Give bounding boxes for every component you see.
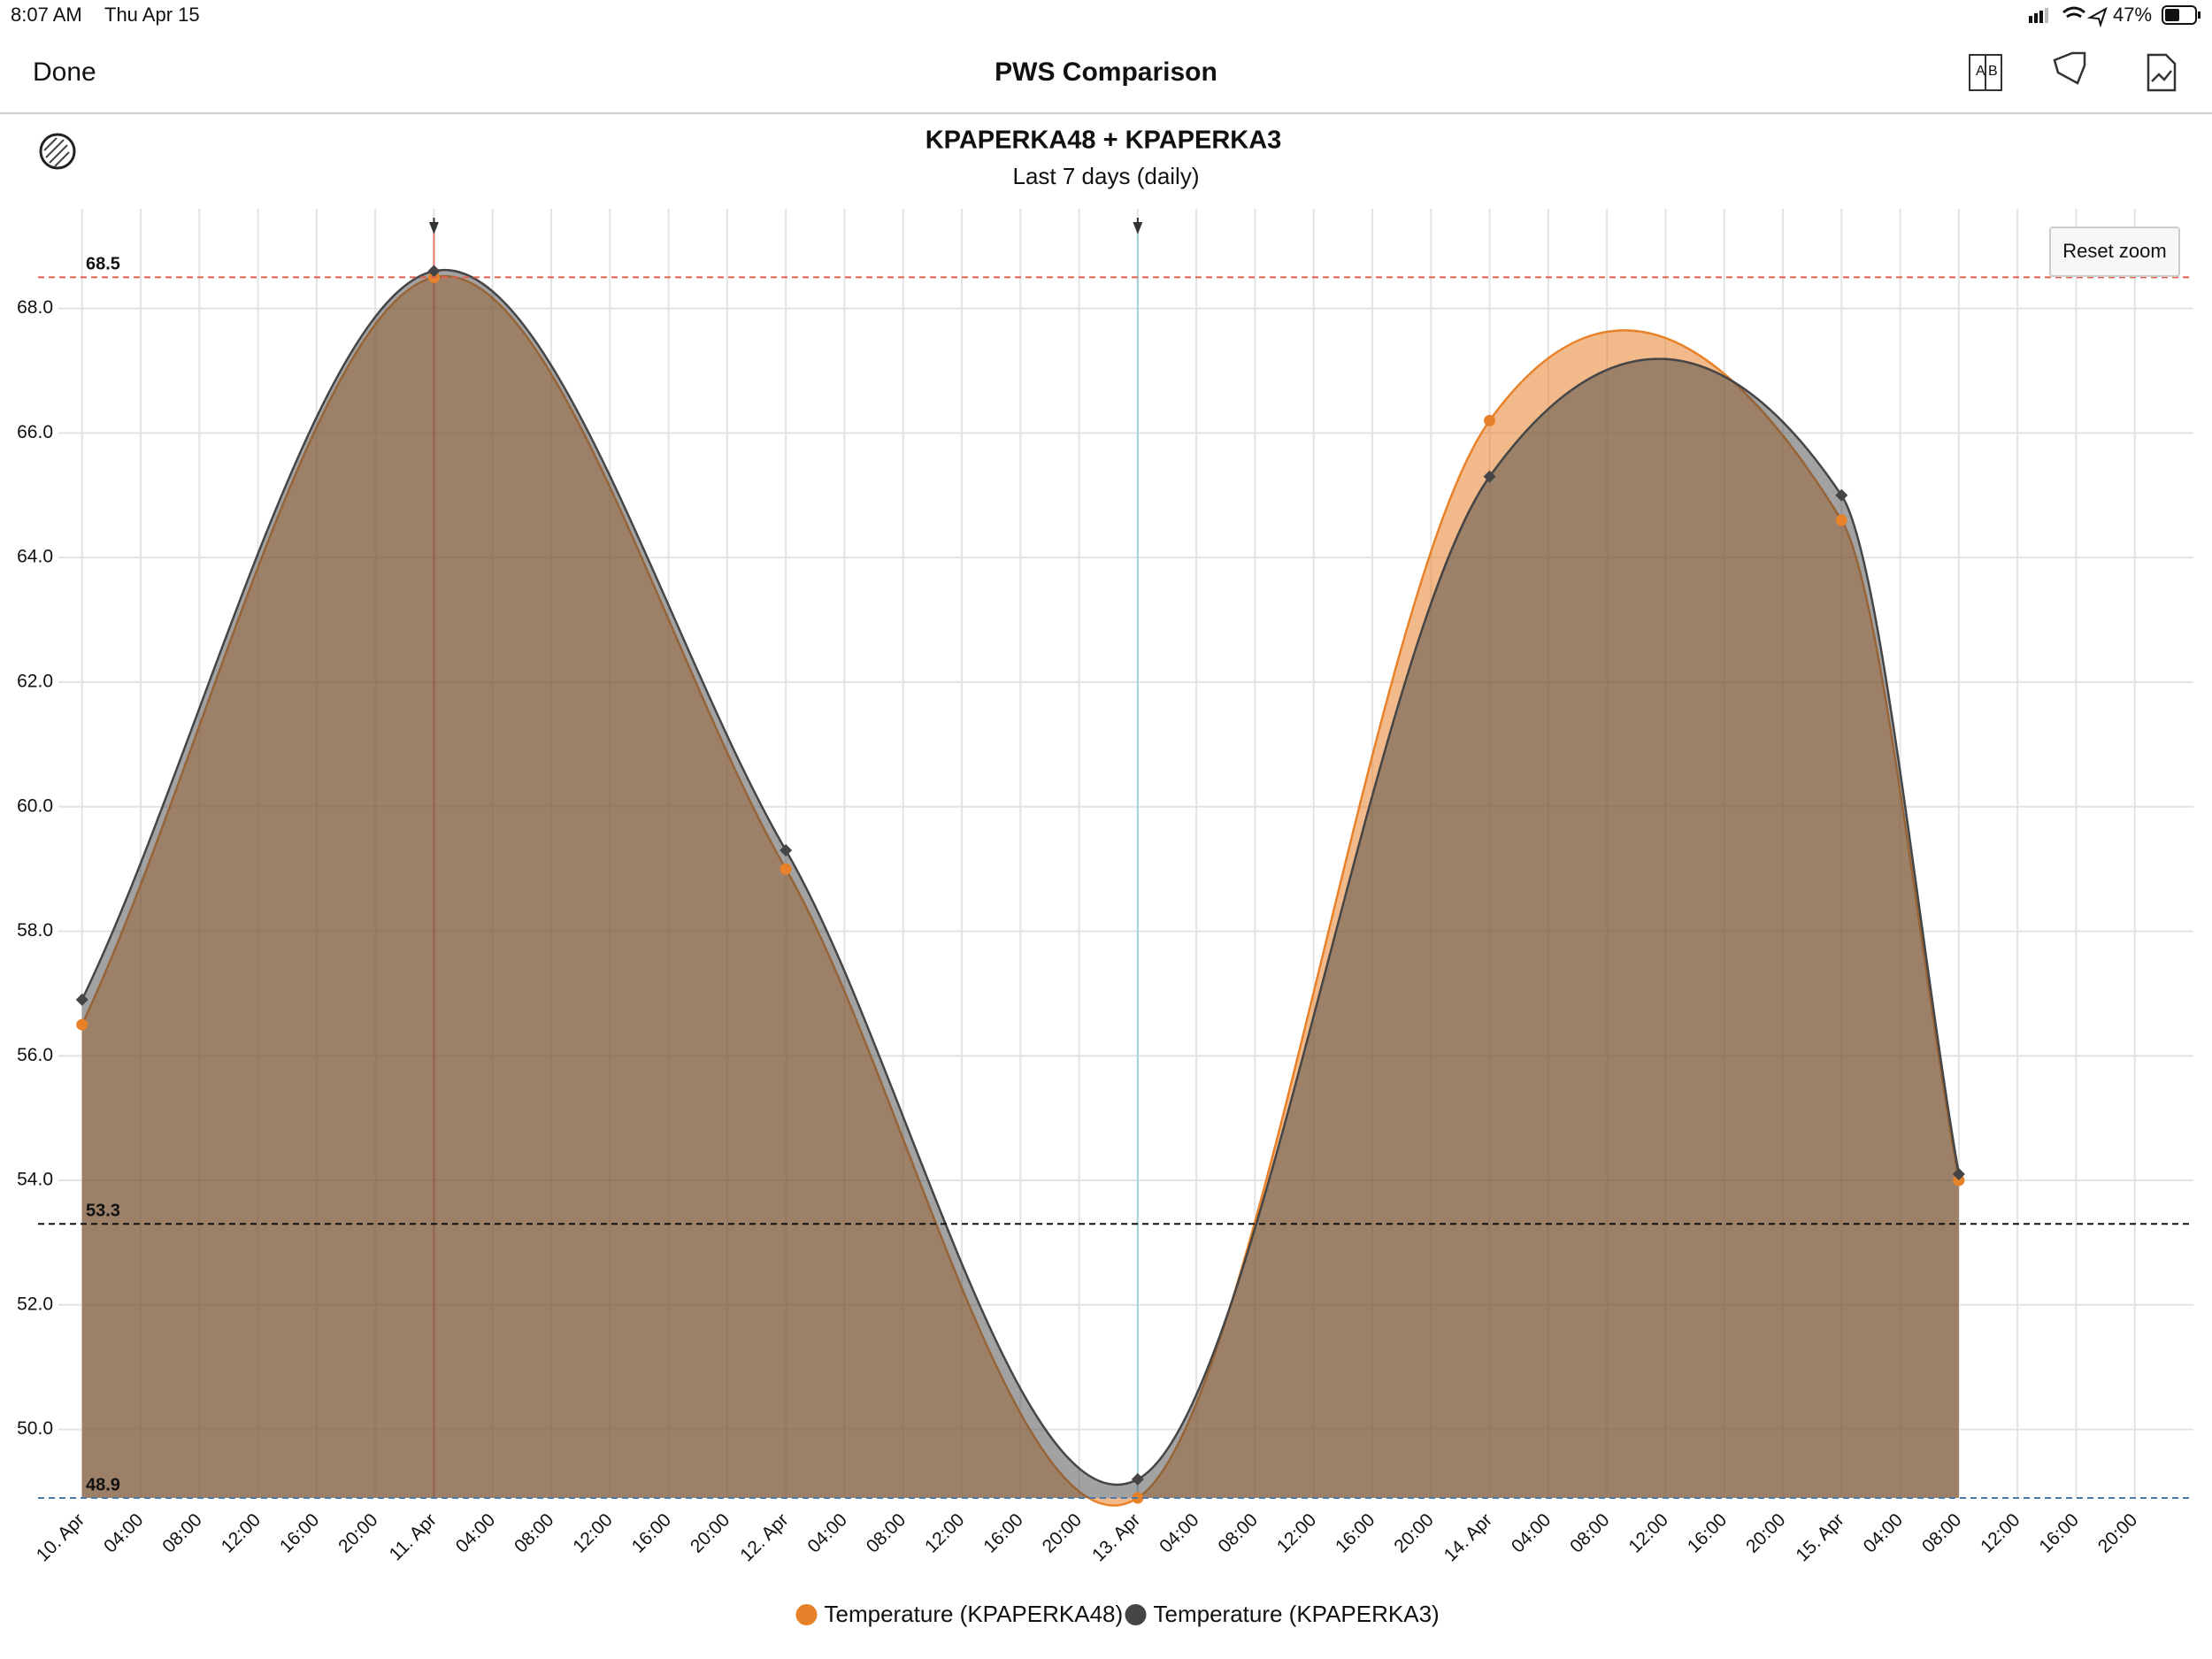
pattern-button[interactable] [39, 133, 76, 170]
status-battery: 47% [2113, 4, 2152, 26]
status-time: 8:07 AM [11, 4, 82, 26]
svg-text:B: B [1988, 64, 1998, 79]
wifi-icon [2062, 6, 2085, 19]
x-tick-label: 08:00 [1214, 1509, 1261, 1556]
x-tick-label: 10. Apr [33, 1509, 88, 1565]
export-icon[interactable] [2147, 53, 2177, 92]
x-tick-label: 08:00 [863, 1509, 910, 1556]
marker [75, 993, 88, 1006]
marker [1835, 514, 1847, 526]
x-tick-label: 20:00 [687, 1509, 733, 1556]
x-tick-label: 20:00 [1039, 1509, 1086, 1556]
location-icon [2086, 6, 2108, 28]
plot: 10. Apr 04:00 08:00 12:00 16:00 20:00 11. Apr 0… [17, 209, 2193, 1627]
x-tick-label: 12:00 [1977, 1509, 2024, 1556]
marker [1835, 488, 1848, 502]
plot-line-label: 53.3 [86, 1202, 120, 1221]
x-tick-label: 20:00 [2094, 1509, 2141, 1556]
y-tick-label: 58.0 [17, 920, 53, 941]
y-tick-label: 62.0 [17, 671, 53, 691]
x-tick-label: 12:00 [921, 1509, 968, 1556]
x-tick-label: 16:00 [979, 1509, 1026, 1556]
marker [1484, 414, 1496, 426]
x-tick-label: 20:00 [1742, 1509, 1789, 1556]
x-tick-label: 11. Apr [386, 1509, 441, 1564]
x-tick-label: 14. Apr [1440, 1509, 1496, 1565]
signal-icon [2029, 8, 2048, 23]
x-tick-label: 04:00 [452, 1509, 499, 1556]
nav-title: PWS Comparison [995, 58, 1217, 87]
battery-icon [2162, 5, 2200, 25]
chart-subtitle: Last 7 days (daily) [1013, 163, 1200, 189]
x-tick-label: 08:00 [1566, 1509, 1613, 1556]
y-tick-label: 68.0 [17, 297, 53, 318]
done-button[interactable]: Done [33, 58, 96, 87]
marker [427, 265, 441, 278]
y-tick-label: 60.0 [17, 795, 53, 816]
legend-label: Temperature (KPAPERKA3) [1154, 1601, 1440, 1627]
x-tick-label: 12:00 [1624, 1509, 1671, 1556]
marker [780, 863, 792, 875]
reset-zoom-label[interactable]: Reset zoom [2062, 240, 2166, 262]
tag-icon[interactable] [2053, 51, 2086, 85]
x-tick-label: 12:00 [218, 1509, 265, 1556]
x-tick-label: 20:00 [1390, 1509, 1437, 1556]
marker [76, 1018, 88, 1031]
x-tick-label: 04:00 [1508, 1509, 1555, 1556]
marker [1483, 470, 1496, 483]
x-marker-arrow [1133, 218, 1143, 234]
x-marker-arrow [428, 218, 439, 234]
legend-swatch [1125, 1604, 1147, 1625]
x-tick-label: 08:00 [158, 1509, 205, 1556]
x-tick-label: 16:00 [628, 1509, 675, 1556]
reset-zoom-button[interactable]: Reset zoom [2049, 227, 2180, 277]
x-tick-label: 12:00 [1273, 1509, 1320, 1556]
plot-line-label: 48.9 [86, 1475, 120, 1494]
marker [1953, 1174, 1965, 1187]
status-date: Thu Apr 15 [104, 4, 200, 26]
y-tick-label: 54.0 [17, 1170, 53, 1190]
x-tick-label: 15. Apr [1792, 1509, 1847, 1565]
y-tick-label: 66.0 [17, 422, 53, 442]
y-tick-label: 52.0 [17, 1294, 53, 1314]
y-tick-label: 50.0 [17, 1418, 53, 1439]
area [81, 270, 1959, 1498]
x-tick-label: 12:00 [569, 1509, 616, 1556]
marker [780, 843, 793, 856]
y-tick-label: 56.0 [17, 1045, 53, 1065]
x-tick-label: 16:00 [276, 1509, 323, 1556]
x-tick-label: 04:00 [1860, 1509, 1907, 1556]
marker [1131, 1472, 1144, 1486]
x-tick-label: 08:00 [511, 1509, 557, 1556]
x-tick-label: 20:00 [334, 1509, 381, 1556]
x-tick-label: 04:00 [1156, 1509, 1202, 1556]
x-tick-label: 04:00 [803, 1509, 850, 1556]
svg-text:A: A [1976, 64, 1985, 79]
legend-swatch [795, 1604, 818, 1625]
plot-line-label: 68.5 [86, 255, 120, 274]
legend-label: Temperature (KPAPERKA48) [825, 1601, 1124, 1627]
x-tick-label: 04:00 [100, 1509, 147, 1556]
y-tick-label: 64.0 [17, 547, 53, 567]
x-tick-label: 16:00 [1684, 1509, 1731, 1556]
x-tick-label: 08:00 [1918, 1509, 1965, 1556]
x-tick-label: 12. Apr [736, 1509, 792, 1565]
chart-title: KPAPERKA48 + KPAPERKA3 [926, 127, 1282, 155]
marker [1952, 1167, 1965, 1180]
x-tick-label: 16:00 [2035, 1509, 2082, 1556]
x-tick-label: 16:00 [1332, 1509, 1379, 1556]
x-tick-label: 13. Apr [1088, 1509, 1144, 1565]
